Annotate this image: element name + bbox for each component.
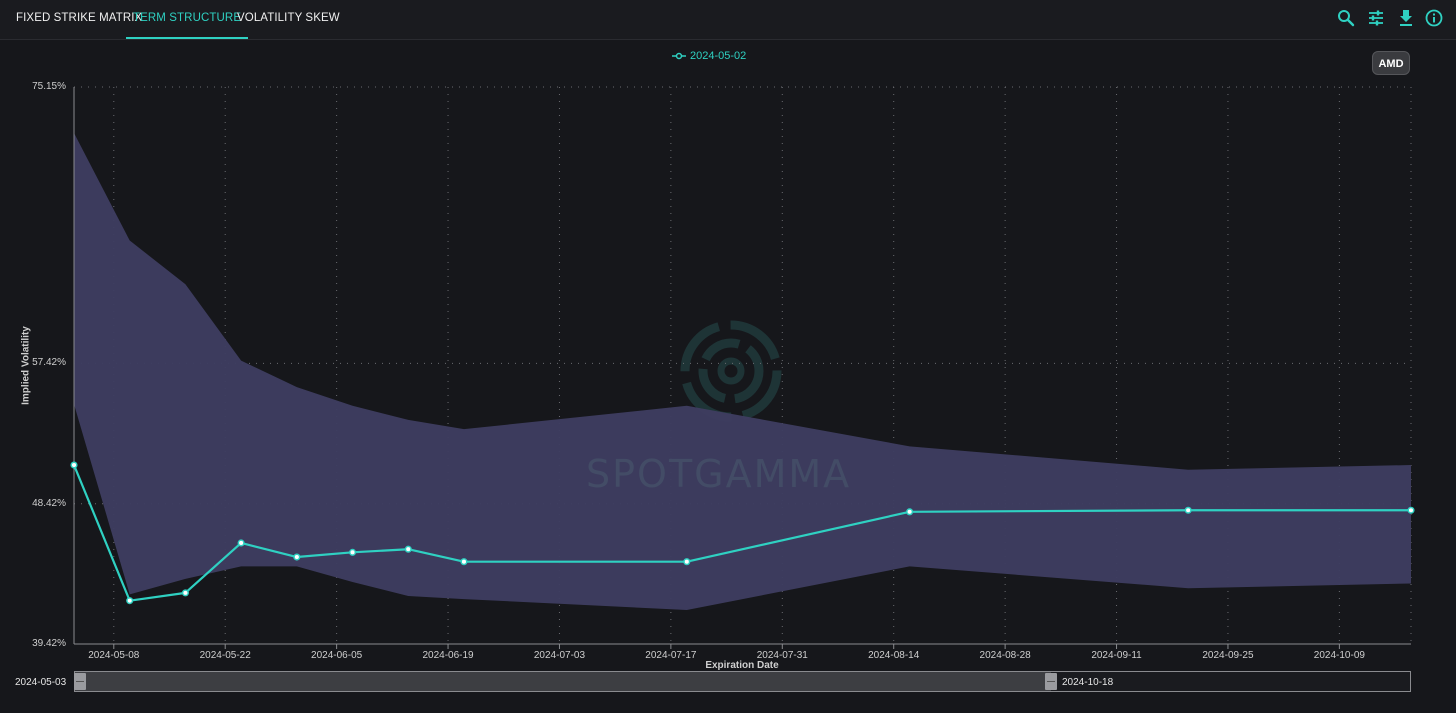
x-tick-label: 2024-08-14 (868, 650, 920, 661)
legend-label: 2024-05-02 (690, 50, 747, 62)
data-point (906, 508, 914, 516)
y-tick-label: 48.42% (32, 497, 66, 509)
x-tick-label: 2024-06-19 (422, 650, 474, 661)
data-point (1407, 506, 1415, 514)
tab-term-structure[interactable]: TERM STRUCTURE (126, 0, 249, 39)
x-tick-label: 2024-09-25 (1202, 650, 1254, 661)
data-point (460, 558, 468, 566)
data-point (404, 545, 412, 553)
range-selector[interactable] (74, 671, 1411, 692)
watermark-text: SPOTGAMMA (586, 452, 852, 496)
data-point (293, 553, 301, 561)
x-tick-label: 2024-09-11 (1091, 650, 1142, 661)
y-tick-label: 39.42% (32, 638, 66, 649)
x-tick-label: 2024-06-05 (311, 650, 363, 661)
data-point (683, 558, 691, 566)
tab-volatility-skew[interactable]: VOLATILITY SKEW (237, 12, 340, 24)
download-icon[interactable] (1396, 8, 1416, 28)
y-tick-label: 75.15% (32, 81, 66, 92)
sliders-icon[interactable] (1366, 8, 1386, 28)
search-icon[interactable] (1336, 8, 1356, 28)
spotgamma-logo-icon (680, 320, 782, 422)
data-point (237, 539, 245, 547)
x-tick-label: 2024-10-09 (1313, 650, 1365, 661)
volatility-range-band (74, 132, 1411, 611)
data-point (126, 597, 134, 605)
top-bar: FIXED STRIKE MATRIX TERM STRUCTURE VOLAT… (0, 0, 1456, 40)
range-end-label: 2024-10-18 (1062, 677, 1114, 688)
data-point (348, 548, 357, 556)
legend-line-marker-icon (672, 52, 686, 60)
range-start-handle[interactable] (74, 673, 86, 690)
x-tick-label: 2024-07-17 (645, 650, 697, 661)
info-icon[interactable] (1424, 8, 1444, 28)
x-tick-label: 2024-05-08 (88, 650, 140, 661)
chart-legend[interactable]: 2024-05-02 (672, 50, 746, 62)
data-point (70, 461, 78, 469)
range-selected-area[interactable] (75, 672, 1051, 691)
data-point (181, 589, 189, 597)
range-start-label: 2024-05-03 (15, 677, 67, 688)
x-tick-label: 2024-08-28 (979, 650, 1031, 661)
data-point (1184, 506, 1192, 514)
y-tick-label: 57.42% (32, 357, 66, 369)
ticker-button[interactable]: AMD (1372, 51, 1410, 75)
range-end-handle[interactable] (1045, 673, 1057, 690)
x-tick-label: 2024-07-31 (756, 650, 808, 661)
x-tick-label: 2024-05-22 (199, 650, 251, 661)
x-tick-label: 2024-07-03 (533, 650, 586, 661)
tab-fixed-strike-matrix[interactable]: FIXED STRIKE MATRIX (16, 12, 143, 24)
x-axis-title: Expiration Date (705, 660, 779, 671)
